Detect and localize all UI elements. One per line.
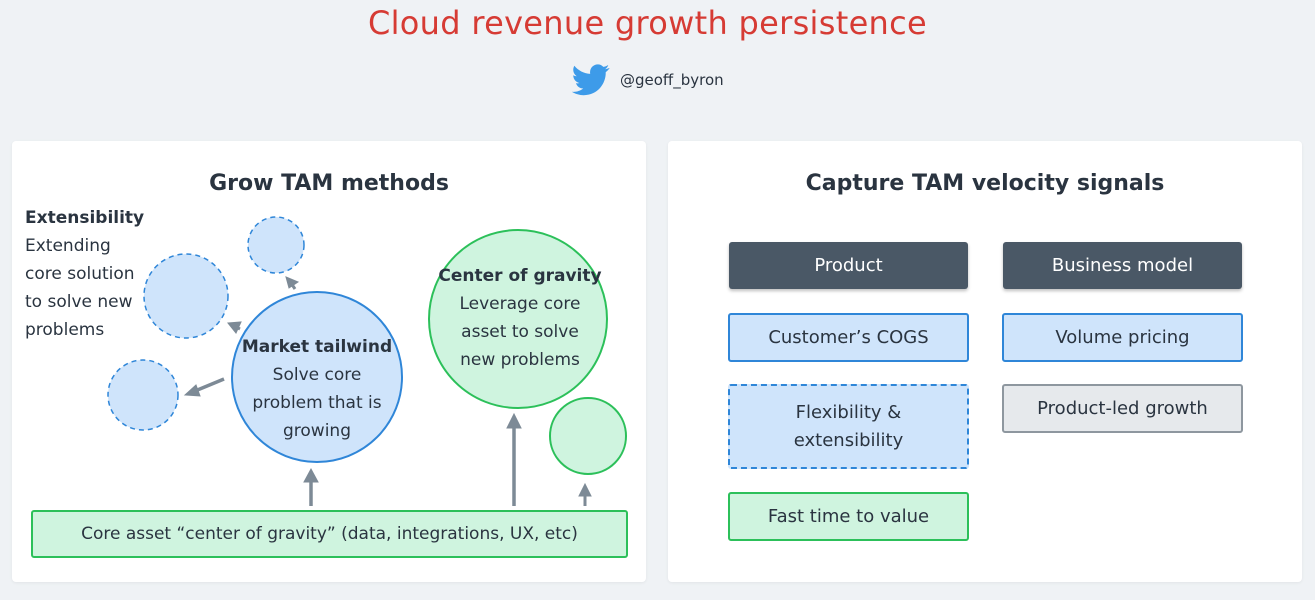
extensibility-line-4: problems — [25, 320, 105, 340]
flexibility-extensibility-box: Flexibility & extensibility — [728, 384, 969, 469]
extensibility-line-1: Extending — [25, 236, 111, 256]
product-led-growth-box: Product-led growth — [1002, 384, 1243, 433]
extension-circle-lower — [107, 359, 179, 431]
market-tailwind-label: Market tailwind Solve core problem that … — [232, 333, 402, 445]
fast-time-to-value-box: Fast time to value — [728, 492, 969, 541]
customers-cogs-box: Customer’s COGS — [728, 313, 969, 362]
flexibility-line-2: extensibility — [793, 429, 904, 451]
market-tailwind-line-1: Solve core — [272, 365, 362, 385]
flexibility-line-1: Flexibility & — [795, 401, 902, 423]
center-of-gravity-line-2: asset to solve — [461, 322, 579, 342]
handle-text: @geoff_byron — [620, 71, 724, 89]
market-tailwind-circle — [231, 291, 403, 463]
grow-tam-diagram — [107, 216, 627, 506]
center-of-gravity-line-1: Leverage core — [459, 294, 581, 314]
author-handle: @geoff_byron — [572, 64, 724, 96]
small-green-circle — [549, 397, 627, 475]
grow-tam-panel: Grow TAM methods — [12, 141, 646, 582]
product-header: Product — [729, 242, 968, 289]
core-asset-box: Core asset “center of gravity” (data, in… — [31, 510, 628, 558]
extension-circle-top — [247, 216, 305, 274]
extensibility-line-2: core solution — [25, 264, 135, 284]
business-model-header: Business model — [1003, 242, 1242, 289]
grow-tam-title: Grow TAM methods — [209, 171, 449, 196]
capture-tam-title: Capture TAM velocity signals — [805, 171, 1165, 196]
center-of-gravity-line-3: new problems — [460, 350, 580, 370]
market-tailwind-line-2: problem that is — [252, 393, 382, 413]
center-of-gravity-circle — [428, 229, 608, 409]
extensibility-line-3: to solve new — [25, 292, 133, 312]
capture-tam-panel: Capture TAM velocity signals Product Bus… — [668, 141, 1302, 582]
center-of-gravity-label: Center of gravity Leverage core asset to… — [432, 262, 608, 374]
page-title: Cloud revenue growth persistence — [367, 4, 928, 42]
extensibility-heading: Extensibility — [25, 208, 145, 228]
volume-pricing-box: Volume pricing — [1002, 313, 1243, 362]
market-tailwind-heading: Market tailwind — [241, 337, 393, 357]
extension-circle-upper — [143, 253, 229, 339]
extension-arrows — [183, 276, 300, 397]
market-tailwind-line-3: growing — [283, 421, 351, 441]
extensibility-label: Extensibility Extending core solution to… — [25, 204, 144, 344]
center-of-gravity-heading: Center of gravity — [438, 266, 602, 286]
upward-arrows — [303, 412, 592, 506]
twitter-bird-icon — [572, 64, 610, 96]
